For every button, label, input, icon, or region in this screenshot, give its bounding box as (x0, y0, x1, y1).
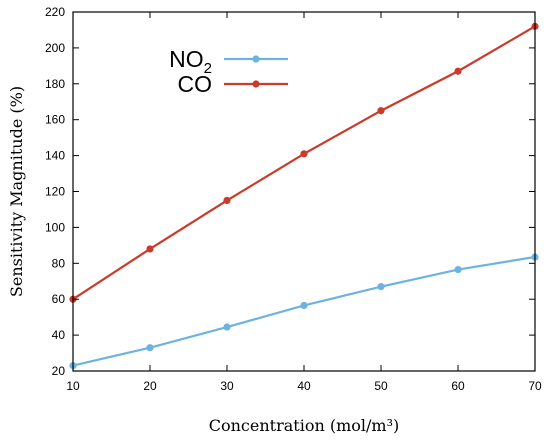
data-point (300, 301, 308, 310)
data-point (454, 265, 462, 274)
data-point (377, 107, 385, 115)
x-axis-title: Concentration (mol/m³) (209, 416, 399, 435)
data-point (223, 196, 231, 205)
x-tick-label: 50 (374, 379, 388, 393)
y-tick-label: 160 (45, 113, 65, 127)
series-line-1 (72, 25, 536, 301)
data-point (146, 344, 154, 352)
y-tick-label: 140 (45, 149, 65, 163)
y-tick-label: 80 (52, 256, 66, 270)
y-tick-label: 200 (45, 41, 65, 55)
y-tick-label: 120 (45, 185, 65, 199)
y-tick-label: 60 (52, 292, 66, 306)
x-tick-label: 20 (143, 379, 157, 393)
legend-swatch-marker (252, 55, 260, 63)
series-layer (69, 22, 539, 370)
x-tick-label: 70 (528, 379, 542, 393)
y-tick-label: 100 (45, 220, 65, 234)
data-point (300, 150, 308, 158)
y-tick-label: 180 (45, 77, 65, 91)
legend-label: CO (178, 71, 213, 97)
y-tick-label: 40 (52, 328, 66, 342)
data-point (377, 283, 385, 291)
data-point (454, 67, 462, 75)
data-point (146, 245, 154, 253)
y-tick-label: 20 (52, 364, 66, 378)
ticks-layer: 10 20 30 40 50 60 7020406080100120140160180200… (45, 5, 542, 393)
legend-swatch-marker (252, 80, 260, 88)
x-tick-label: 60 (451, 379, 465, 393)
legend-label: NO2 (169, 46, 212, 77)
y-axis-title: Sensitivity Magnitude (%) (7, 86, 26, 297)
x-tick-label: 30 (220, 379, 234, 393)
y-tick-label: 220 (45, 5, 65, 19)
series-line-0 (72, 255, 536, 367)
data-point (223, 323, 231, 331)
x-tick-label: 40 (297, 379, 311, 393)
x-tick-label: 10 (66, 379, 80, 393)
